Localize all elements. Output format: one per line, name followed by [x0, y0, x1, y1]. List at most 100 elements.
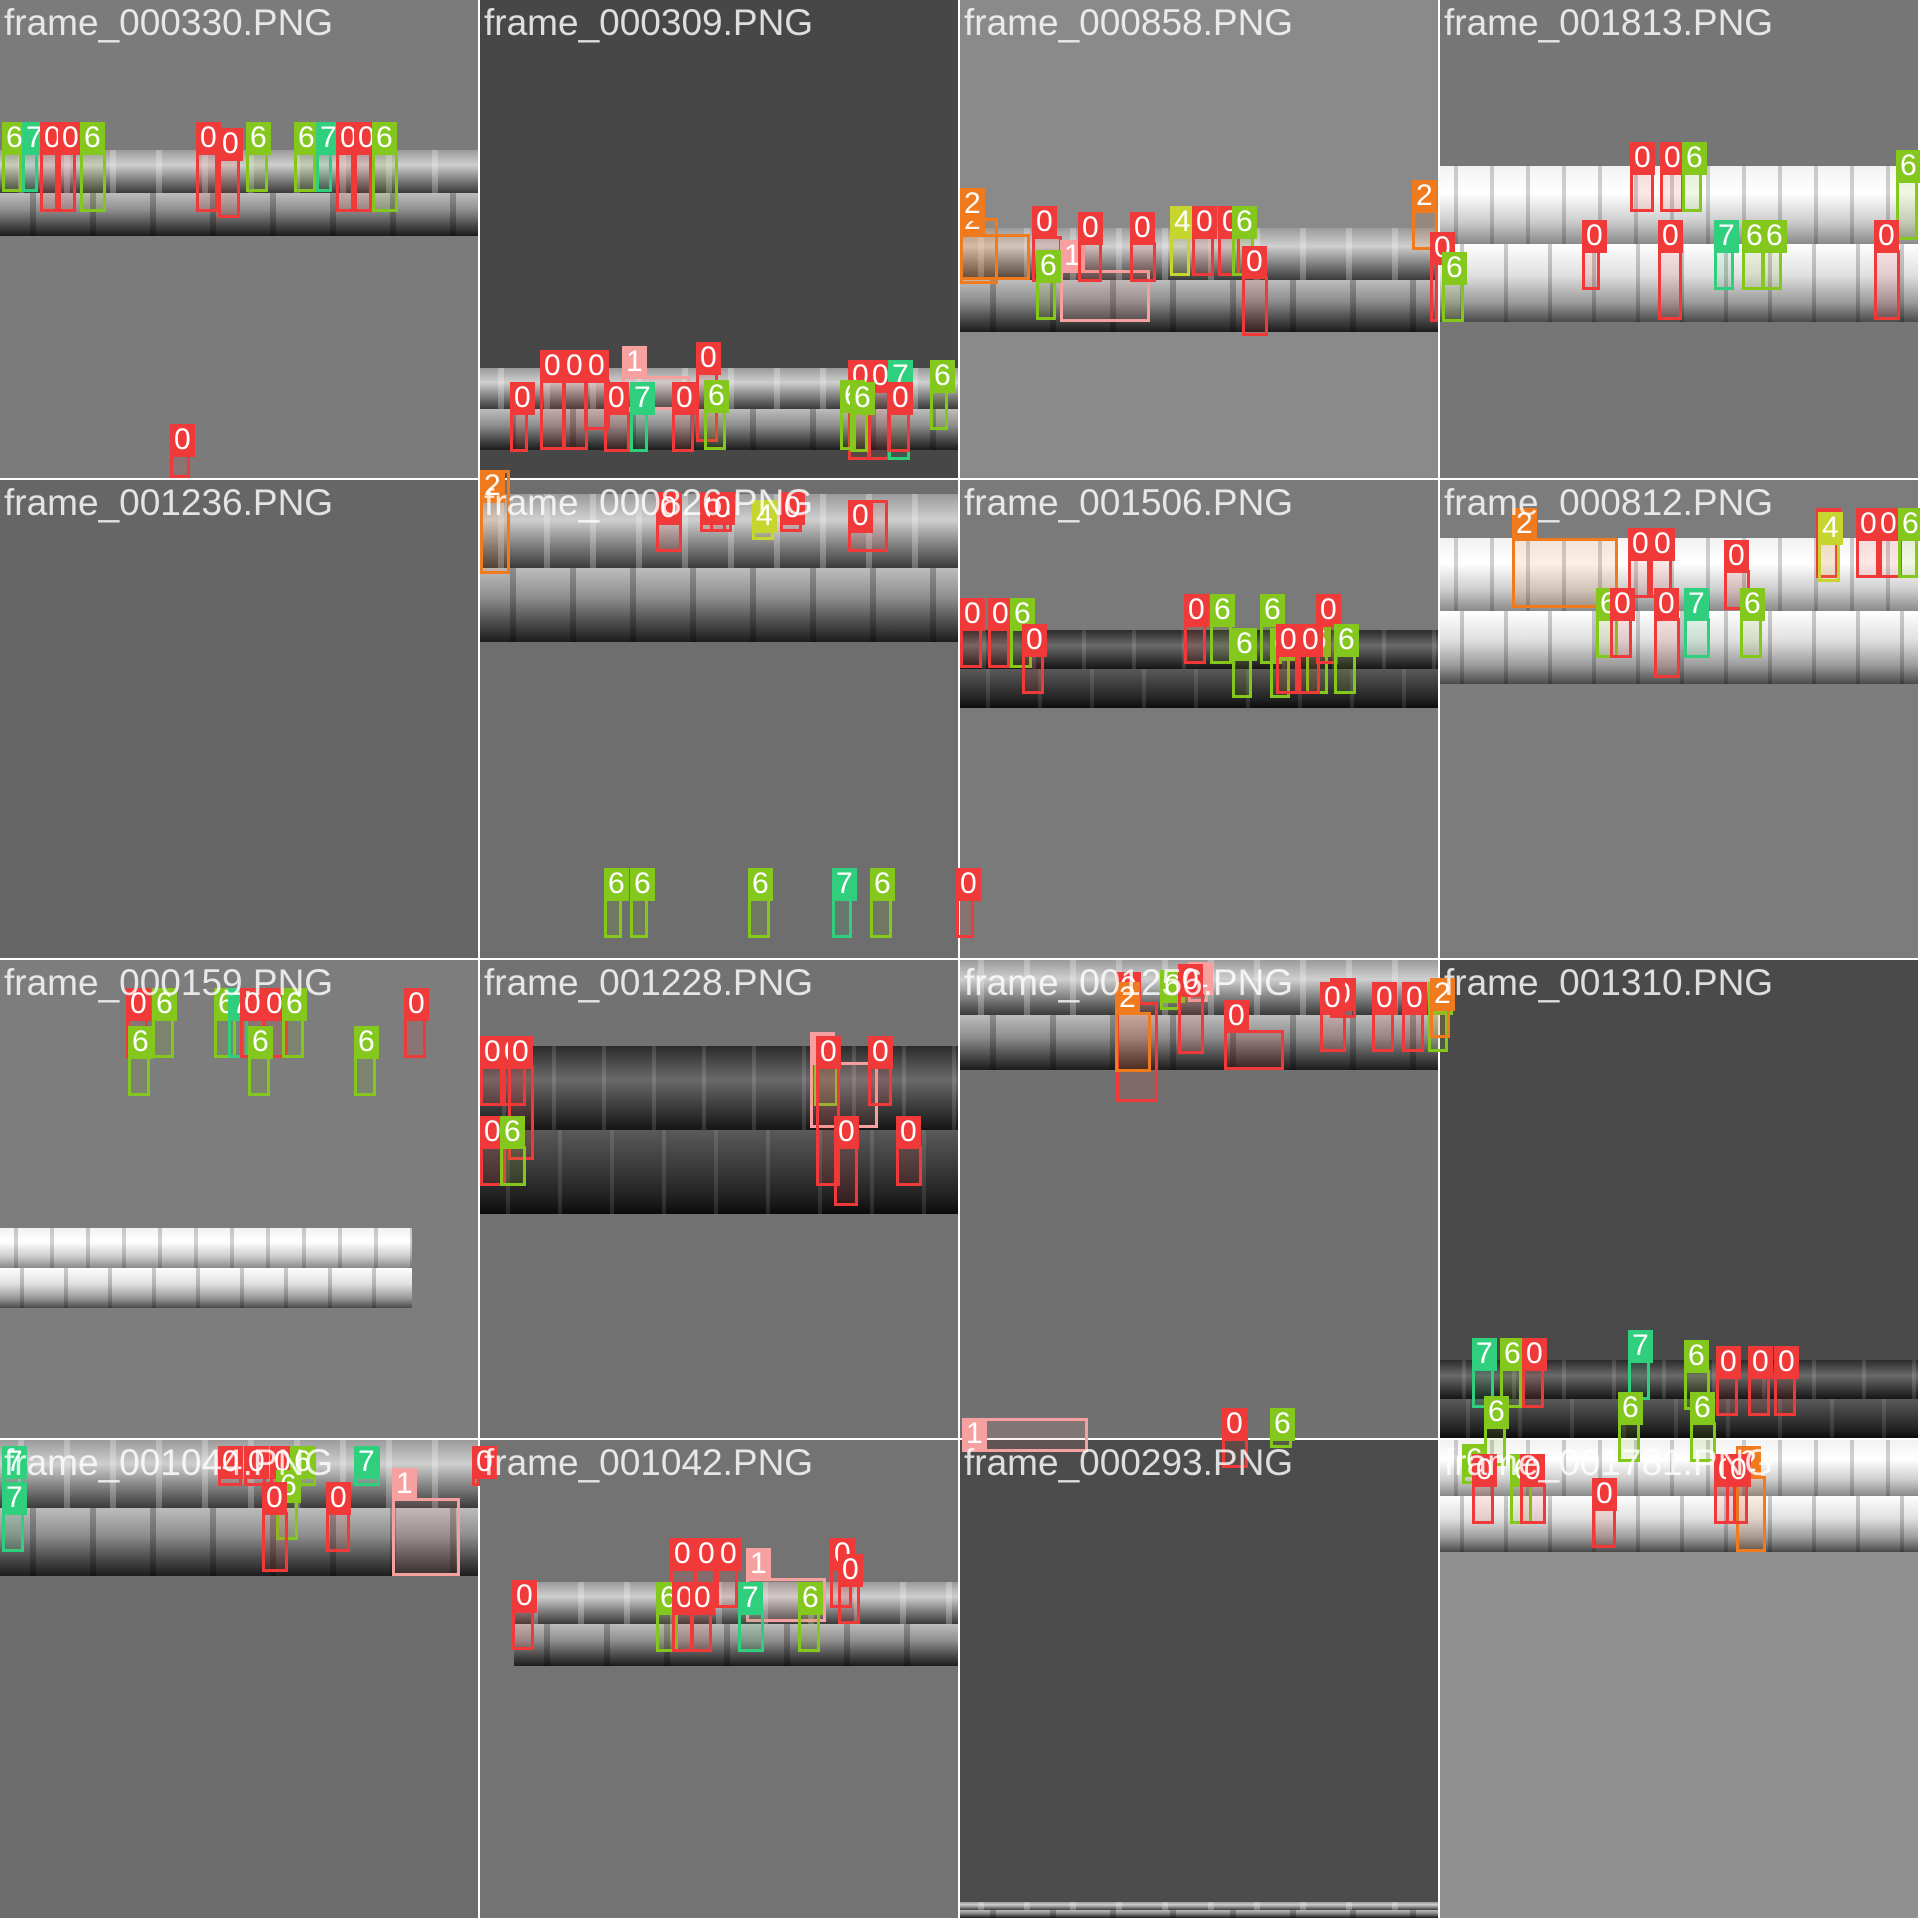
detection-box: 4 [752, 500, 774, 540]
detection-class-label: 6 [704, 380, 729, 413]
detection-box: 0 [1592, 1508, 1616, 1548]
detection-box: 6 [604, 898, 622, 938]
detection-class-label: 6 [152, 988, 177, 1021]
detection-box: 0 [1654, 618, 1680, 678]
detection-box: 0 [244, 1446, 266, 1486]
detection-box: 0 [196, 152, 218, 212]
detection-class-label: 0 [694, 1538, 719, 1571]
detection-box: 0 [1178, 994, 1204, 1054]
detection-box: 6 [372, 152, 398, 212]
detection-box: 0 [710, 492, 732, 532]
detection-class-label: 0 [696, 342, 721, 375]
detection-class-label: 0 [956, 868, 981, 901]
detection-class-label: 0 [988, 598, 1013, 631]
detection-box: 0 [1402, 1012, 1424, 1052]
detection-class-label: 0 [1660, 142, 1685, 175]
detection-class-label: 0 [262, 1482, 287, 1515]
detection-class-label: 0 [710, 492, 735, 525]
tile-filename-label: frame_000858.PNG [964, 4, 1293, 41]
tile-filename-label: frame_001236.PNG [4, 484, 333, 521]
camera-image-bottom-half [960, 280, 1438, 332]
detection-class-label: 2 [480, 470, 505, 503]
tile-filename-label: frame_001813.PNG [1444, 4, 1773, 41]
detection-class-label: 0 [848, 500, 873, 533]
detection-class-label: 0 [1774, 1346, 1799, 1379]
detection-class-label: 0 [960, 598, 985, 631]
detection-class-label: 6 [1270, 1408, 1295, 1441]
detection-box: 6 [1682, 172, 1702, 212]
detection-class-label: 0 [780, 492, 805, 525]
detection-box: 0 [472, 1446, 480, 1486]
detection-class-label: 0 [1522, 1338, 1547, 1371]
mosaic-tile: frame_001228.PNG [480, 960, 958, 1438]
detection-box: 6 [630, 898, 648, 938]
detection-box: 0 [868, 1066, 892, 1106]
detection-class-label: 0 [868, 1036, 893, 1069]
detection-class-label: 0 [1178, 964, 1203, 997]
detection-box: 6 [1740, 618, 1762, 658]
detection-box: 0 [838, 1584, 860, 1624]
detection-class-label: 6 [1762, 220, 1787, 253]
camera-image-top-half [0, 1228, 412, 1268]
detection-box: 0 [1242, 276, 1268, 336]
detection-box: 6 [850, 412, 868, 452]
detection-class-label: 0 [1022, 624, 1047, 657]
detection-class-label: 6 [1232, 628, 1257, 661]
detection-class-label: 0 [1224, 1000, 1249, 1033]
detection-box: 0 [1222, 1408, 1248, 1468]
detection-class-label: 7 [1472, 1338, 1497, 1371]
detection-box: 7 [630, 412, 648, 452]
tile-filename-label: frame_001042.PNG [484, 1444, 813, 1481]
detection-class-label: 0 [1472, 1454, 1497, 1487]
detection-box: 0 [1658, 250, 1682, 320]
detection-box: 6 [748, 898, 770, 938]
detection-box: 7 [738, 1612, 764, 1652]
detection-class-label: 0 [838, 1554, 863, 1587]
detection-box: 2 [480, 470, 510, 574]
detection-class-label: 0 [1276, 624, 1301, 657]
detection-class-label: 6 [1740, 588, 1765, 621]
detection-class-label: 0 [540, 350, 565, 383]
detection-class-label: 0 [562, 350, 587, 383]
detection-class-label: 0 [1724, 540, 1749, 573]
detection-box: 1 [392, 1498, 460, 1576]
detection-class-label: 0 [244, 1446, 269, 1479]
detection-class-label: 6 [1682, 142, 1707, 175]
detection-class-label: 4 [1170, 206, 1195, 239]
detection-class-label: 4 [752, 500, 777, 533]
detection-box: 6 [1210, 624, 1232, 664]
detection-class-label: 2 [1115, 982, 1140, 1015]
tile-filename-label: frame_000330.PNG [4, 4, 333, 41]
detection-class-label: 0 [404, 988, 429, 1021]
detection-box: 0 [1610, 618, 1632, 658]
tile-filename-label: frame_001310.PNG [1444, 964, 1773, 1001]
detection-box: 6 [1762, 250, 1782, 290]
detection-class-label: 1 [962, 1418, 987, 1451]
detection-box: 0 [218, 158, 240, 218]
detection-box: 7 [316, 152, 332, 192]
detection-class-label: 0 [1628, 528, 1653, 561]
detection-box: 2 [1115, 1012, 1151, 1072]
detection-class-label: 0 [816, 1036, 841, 1069]
detection-class-label: 6 [1484, 1396, 1509, 1429]
detection-class-label: 0 [1630, 142, 1655, 175]
detection-box: 0 [1320, 1012, 1346, 1052]
detection-class-label: 0 [1316, 594, 1341, 627]
detection-class-label: 0 [1032, 206, 1057, 239]
detection-class-label: 0 [716, 1538, 741, 1571]
detection-class-label: 0 [670, 1538, 695, 1571]
detection-box: 4 [1170, 236, 1190, 276]
detection-class-label: 7 [2, 1446, 27, 1479]
detection-class-label: 0 [1078, 212, 1103, 245]
detection-class-label: 0 [1876, 508, 1901, 541]
detection-class-label: 2 [1412, 180, 1437, 213]
detection-box: 0 [848, 500, 888, 552]
mosaic-tile: frame_000330.PNG [0, 0, 478, 478]
detection-class-label: 6 [630, 868, 655, 901]
camera-image-strip [0, 1228, 412, 1308]
detection-box: 0 [1298, 654, 1320, 694]
detection-class-label: 6 [1210, 594, 1235, 627]
detection-box: 6 [1618, 1422, 1640, 1462]
detection-box: 0 [58, 152, 76, 212]
